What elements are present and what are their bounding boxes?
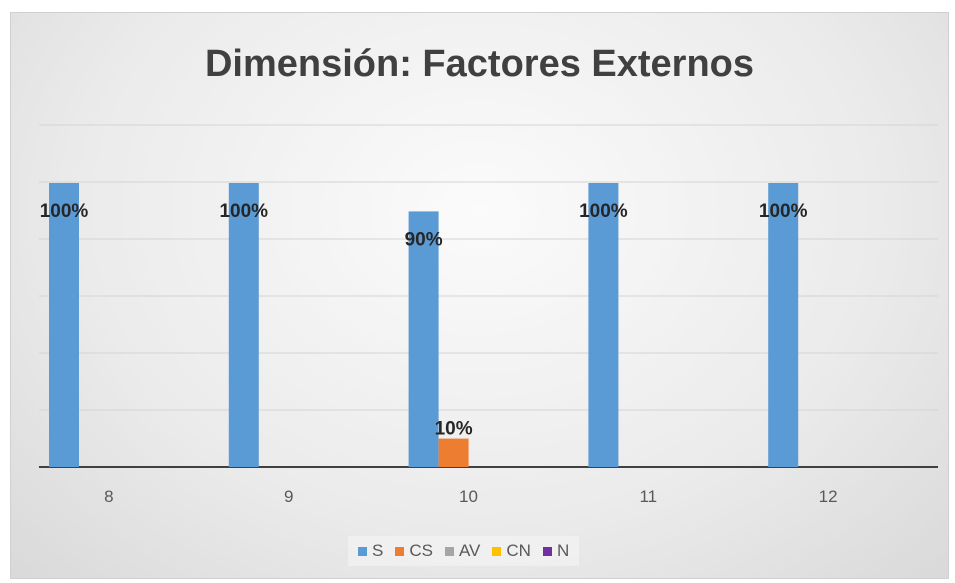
legend-swatch: [444, 546, 454, 556]
data-label: 90%: [405, 229, 443, 250]
data-label: 100%: [219, 201, 268, 222]
chart-area: Dimensión: Factores Externos 100% 100% 90%…: [10, 12, 949, 579]
legend-label: AV: [458, 541, 481, 560]
legend-swatch: [358, 546, 367, 556]
gridlines: [39, 124, 938, 468]
legend-label: S: [372, 541, 384, 560]
legend-item-av: AV: [444, 541, 481, 561]
x-tick-label: 8: [104, 487, 113, 506]
x-tick-labels: 8 9 10 11 12: [104, 487, 837, 506]
bar-s-12: [768, 183, 799, 467]
plot-area: 100% 100% 90% 10% 100% 100% 8 9 10 11 12: [39, 124, 938, 506]
bar-s-9: [228, 183, 259, 467]
legend-label: CN: [506, 541, 531, 560]
legend-label: CS: [409, 541, 433, 560]
bars: [49, 183, 799, 467]
bar-cs-10: [438, 438, 469, 467]
x-tick-label: 10: [459, 487, 478, 506]
legend-swatch: [395, 546, 405, 556]
bar-s-11: [588, 183, 619, 467]
chart-title: Dimensión: Factores Externos: [204, 43, 755, 85]
legend-label: N: [556, 541, 570, 560]
data-label: 100%: [40, 201, 89, 222]
legend-item-s: S: [358, 541, 383, 561]
legend-swatch: [542, 546, 552, 556]
data-label: 10%: [435, 419, 473, 440]
x-tick-label: 12: [819, 487, 838, 506]
data-labels: 100% 100% 90% 10% 100% 100%: [40, 201, 808, 440]
legend-item-cn: CN: [492, 541, 531, 561]
bar-s-10: [408, 211, 439, 467]
bar-s-8: [49, 183, 79, 467]
x-tick-label: 9: [284, 487, 293, 506]
legend-swatch: [492, 546, 502, 556]
legend-item-cs: CS: [395, 541, 433, 561]
legend: S CS AV CN N: [348, 536, 580, 566]
data-label: 100%: [759, 201, 808, 222]
x-tick-label: 11: [639, 487, 657, 506]
data-label: 100%: [579, 201, 628, 222]
legend-item-n: N: [542, 541, 570, 561]
